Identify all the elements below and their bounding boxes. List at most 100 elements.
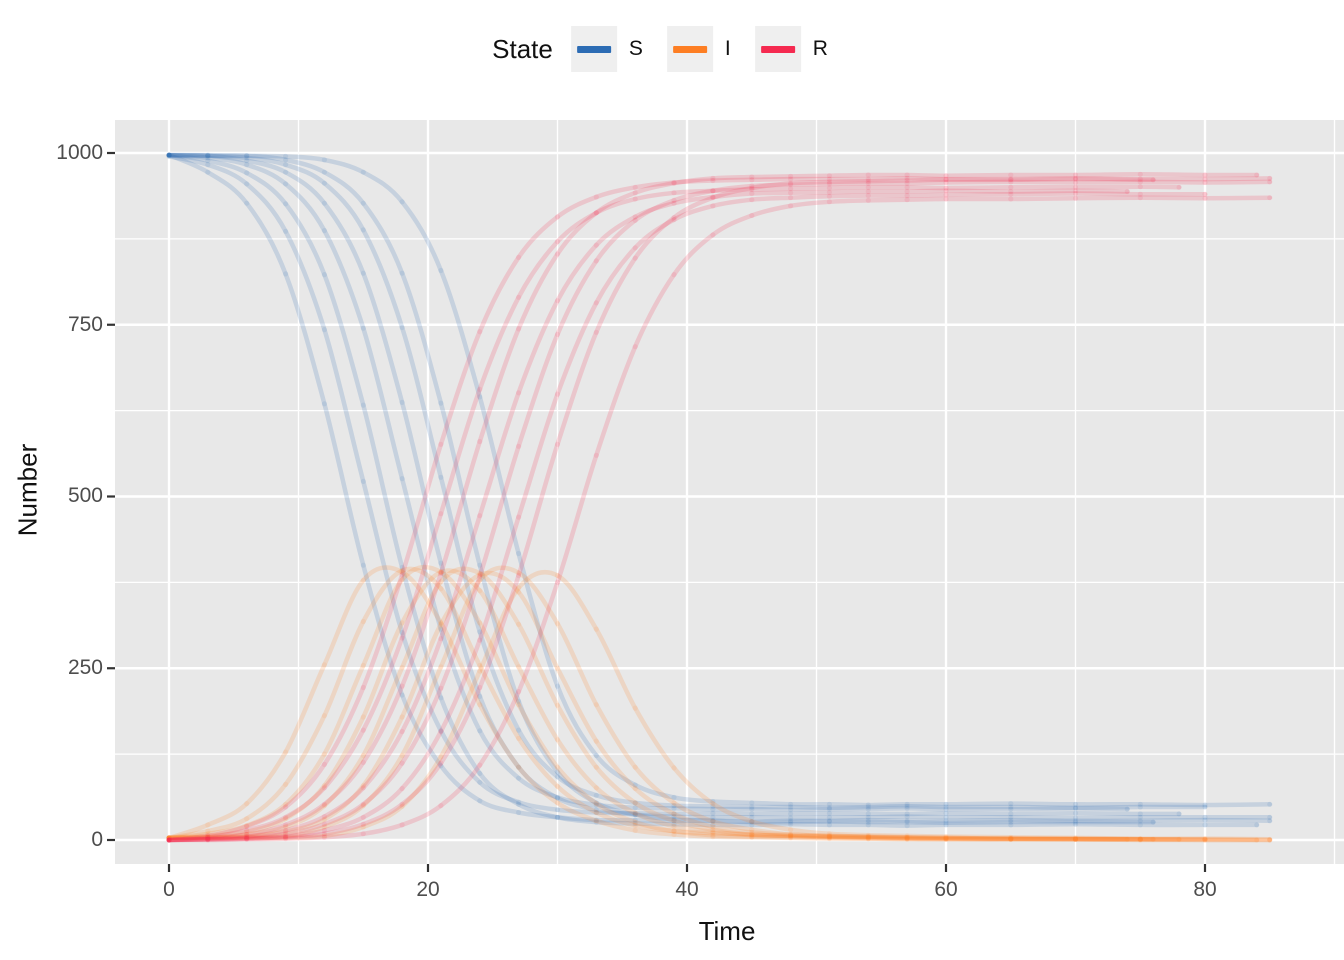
trajectory-point-S <box>904 801 910 807</box>
trajectory-point-R <box>399 572 405 578</box>
trajectory-point-S <box>943 801 949 807</box>
trajectory-point-R <box>1202 172 1208 178</box>
trajectory-point-S <box>438 626 444 632</box>
trajectory-point-S <box>166 152 172 158</box>
trajectory-point-S <box>710 806 716 812</box>
trajectory-point-I <box>516 621 522 627</box>
trajectory-point-S <box>1254 822 1260 828</box>
trajectory-point-S <box>593 792 599 798</box>
trajectory-point-R <box>943 185 949 191</box>
trajectory-line-I-run4 <box>166 568 1130 842</box>
trajectory-point-I <box>438 569 444 575</box>
trajectory-point-S <box>205 153 211 159</box>
trajectory-point-R <box>321 834 327 840</box>
trajectory-point-R <box>865 180 871 186</box>
trajectory-point-S <box>904 814 910 820</box>
trajectory-point-S <box>321 401 327 407</box>
trajectory-point-I <box>516 664 522 670</box>
trajectory-line-R-run5 <box>166 179 1273 843</box>
trajectory-point-S <box>1202 802 1208 808</box>
trajectory-point-S <box>244 162 250 168</box>
trajectory-point-S <box>826 814 833 820</box>
trajectory-point-S <box>399 270 405 276</box>
trajectory-point-S <box>904 819 910 825</box>
trajectory-point-S <box>166 152 172 158</box>
trajectory-point-R <box>321 814 327 820</box>
trajectory-point-I <box>865 834 871 840</box>
trajectory-point-I <box>749 834 755 840</box>
trajectory-point-R <box>632 196 638 202</box>
trajectory-point-R <box>632 217 638 223</box>
trajectory-point-R <box>710 194 716 200</box>
trajectory-point-R <box>360 684 366 691</box>
trajectory-point-S <box>399 564 405 570</box>
trajectory-point-S <box>516 799 522 805</box>
trajectory-point-I <box>166 835 172 841</box>
trajectory-point-R <box>438 441 444 447</box>
trajectory-point-S <box>943 818 949 824</box>
trajectory-point-S <box>360 478 366 484</box>
trajectory-point-I <box>1267 836 1273 842</box>
trajectory-point-R <box>749 185 755 191</box>
trajectory-point-I <box>166 835 172 841</box>
legend-label-r: R <box>812 37 828 60</box>
legend-item-r: R <box>754 26 828 72</box>
trajectory-point-S <box>360 270 366 276</box>
trajectory-point-I <box>1008 836 1014 842</box>
trajectory-point-I <box>1137 836 1143 842</box>
trajectory-point-I <box>244 823 250 829</box>
trajectory-point-S <box>516 809 522 816</box>
trajectory-line-R-run1 <box>166 176 1273 843</box>
trajectory-point-I <box>593 764 599 770</box>
trajectory-point-S <box>1137 822 1143 828</box>
y-tick-label-250: 250 <box>67 656 103 679</box>
trajectory-point-R <box>283 836 289 842</box>
trajectory-point-R <box>1202 176 1208 182</box>
trajectory-point-I <box>477 662 483 669</box>
trajectory-point-R <box>1072 195 1079 201</box>
trajectory-point-I <box>399 577 405 583</box>
trajectory-point-I <box>360 662 366 669</box>
trajectory-point-S <box>943 806 949 812</box>
trajectory-point-I <box>749 832 755 838</box>
trajectory-point-S <box>710 818 716 824</box>
trajectory-point-S <box>593 817 599 823</box>
legend-item-i: I <box>666 26 731 72</box>
trajectory-point-S <box>943 822 949 828</box>
trajectory-point-I <box>749 831 755 838</box>
trajectory-point-I <box>632 827 638 834</box>
trajectory-point-S <box>788 819 794 825</box>
trajectory-point-R <box>1072 175 1079 181</box>
trajectory-line-I-run7 <box>166 565 1156 842</box>
trajectory-point-I <box>360 577 366 583</box>
trajectory-point-R <box>283 834 289 840</box>
trajectory-point-I <box>477 572 483 578</box>
trajectory-point-S <box>1008 804 1014 810</box>
trajectory-point-I <box>1254 837 1260 843</box>
trajectory-point-S <box>710 818 716 824</box>
trajectory-point-R <box>166 837 172 843</box>
trajectory-point-S <box>865 811 871 817</box>
legend-key-s <box>570 26 617 72</box>
trajectory-point-S <box>1072 819 1079 825</box>
trajectory-point-R <box>943 176 949 182</box>
trajectory-point-R <box>671 190 677 196</box>
trajectory-point-I <box>166 835 172 841</box>
trajectory-point-S <box>360 562 366 568</box>
trajectory-point-R <box>205 834 211 840</box>
trajectory-point-S <box>554 794 561 801</box>
trajectory-point-R <box>205 833 211 839</box>
legend-item-s: S <box>570 26 643 72</box>
trajectory-point-R <box>1137 179 1143 185</box>
trajectory-point-S <box>244 158 250 164</box>
x-tick-label-60: 60 <box>934 878 958 901</box>
trajectory-point-I <box>283 801 289 807</box>
trajectory-point-S <box>283 271 289 277</box>
trajectory-point-S <box>1202 822 1208 828</box>
trajectory-point-R <box>477 329 483 335</box>
trajectory-point-R <box>826 199 833 205</box>
trajectory-point-I <box>1137 836 1143 842</box>
trajectory-point-I <box>477 668 483 674</box>
trajectory-point-I <box>166 835 172 841</box>
